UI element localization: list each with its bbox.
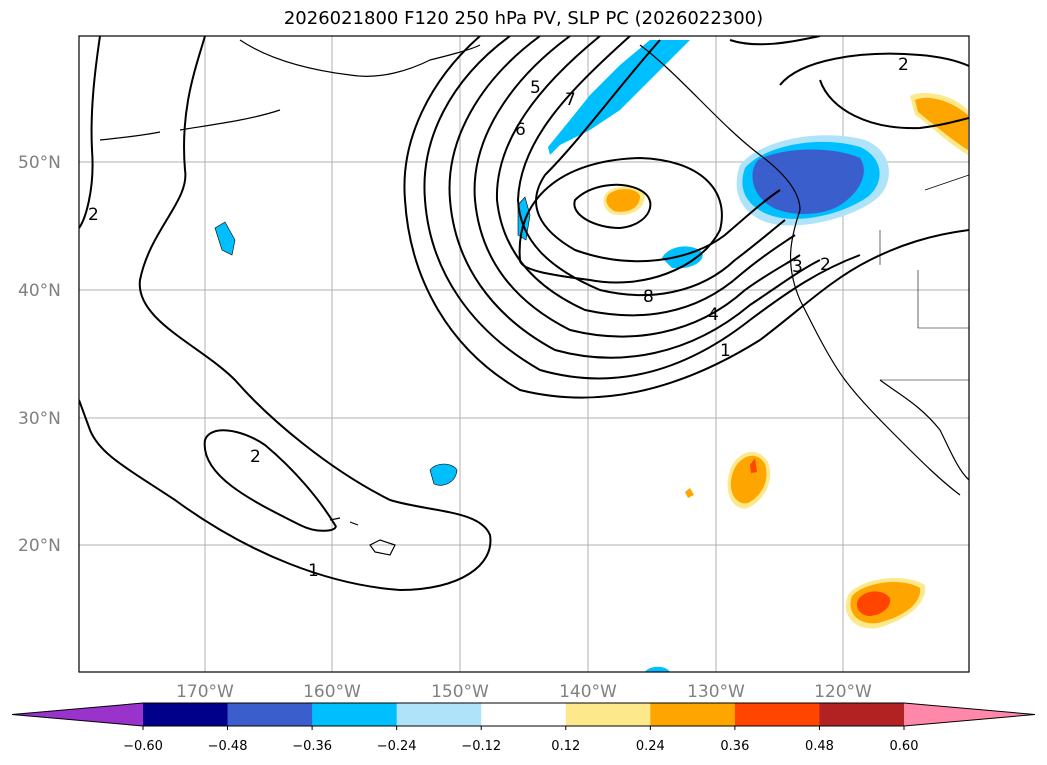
pv-area-pnw-dark [752, 149, 864, 215]
colorbar-segment [396, 703, 482, 726]
aleutian-far-west [99, 131, 161, 141]
aleutian-west [179, 109, 281, 131]
colorbar-segment [312, 703, 398, 726]
lon-label: 120°W [814, 682, 872, 702]
contour-upper-right [729, 36, 821, 46]
lon-label: 170°W [176, 682, 234, 702]
contour-5-low [495, 36, 796, 317]
map-title: 2026021800 F120 250 hPa PV, SLP PC (2026… [283, 8, 764, 29]
contour-2-low [423, 36, 861, 380]
contour-2-northeast-bottom [819, 79, 969, 130]
contour-3-low [448, 36, 821, 359]
colorbar: −0.60 −0.48 −0.36 −0.24 −0.12 0.12 0.24 0.36 0.4… [11, 702, 1036, 754]
contour-label: 2 [898, 55, 909, 75]
contour-labels: 2 2 1 5 7 6 8 4 3 2 1 2 [88, 55, 909, 581]
lat-label: 20°N [18, 536, 61, 556]
colorbar-segment [143, 703, 229, 726]
pv-area-hawaii-north [429, 463, 458, 486]
coastlines [99, 39, 969, 556]
lat-label: 40°N [18, 281, 61, 301]
map-content [79, 36, 969, 672]
colorbar-segment [481, 703, 567, 726]
colorbar-tick-label: 0.24 [636, 739, 665, 754]
contour-label: 2 [820, 255, 831, 275]
slp-contours [79, 36, 969, 592]
lat-label: 30°N [18, 409, 61, 429]
lon-label: 150°W [431, 682, 489, 702]
contour-1-low [403, 36, 969, 399]
longitude-labels: 170°W 160°W 150°W 140°W 130°W 120°W [176, 682, 872, 702]
colorbar-segment [819, 703, 905, 726]
pv-area-south-central [730, 455, 767, 504]
lon-label: 140°W [559, 682, 617, 702]
alaska-bc-coast [639, 44, 801, 211]
colorbar-tick-label: −0.60 [123, 739, 163, 754]
colorbar-tick-label: 0.48 [805, 739, 834, 754]
contour-7-low [535, 39, 781, 263]
colorbar-extend-low [12, 703, 143, 726]
graticule [79, 36, 969, 672]
us-state-borders [879, 230, 969, 329]
colorbar-tick-label: 0.12 [551, 739, 580, 754]
us-canada-border [924, 174, 969, 191]
colorbar-segment [227, 703, 313, 726]
contour-label: 2 [88, 205, 99, 225]
hawaii-chain [329, 517, 359, 526]
contour-label: 6 [515, 120, 526, 140]
latitude-labels: 50°N 40°N 30°N 20°N [18, 153, 61, 556]
colorbar-tick-label: 0.36 [720, 739, 749, 754]
contour-label: 4 [708, 305, 719, 325]
pv-positive-anomalies [603, 92, 968, 629]
map-frame [78, 35, 970, 673]
lon-label: 160°W [303, 682, 361, 702]
lon-label: 130°W [687, 682, 745, 702]
contour-2-west [79, 36, 101, 229]
colorbar-tick-label: 0.60 [890, 739, 919, 754]
contour-label: 2 [250, 447, 261, 467]
contour-label: 8 [643, 287, 654, 307]
colorbar-extend-high [904, 703, 1035, 726]
contour-label: 7 [565, 90, 576, 110]
baja-coast [879, 379, 969, 481]
pv-area-west-small [214, 221, 236, 256]
contour-2-hawaii [203, 429, 337, 532]
pv-area-south-central-core [750, 458, 757, 473]
pv-area-gulf-alaska [548, 40, 690, 155]
contour-label: 5 [530, 78, 541, 98]
colorbar-segment [565, 703, 651, 726]
pv-area-south-edge [645, 666, 670, 672]
contour-6-low [516, 36, 786, 297]
contour-label: 1 [720, 341, 731, 361]
pv-area-central-pos [606, 189, 640, 212]
colorbar-segment [734, 703, 820, 726]
contour-label: 1 [308, 561, 319, 581]
pv-area-southeast-core [856, 591, 891, 616]
contour-8-low [518, 156, 723, 284]
aleutian-chain [239, 39, 481, 77]
contour-4-low [473, 36, 801, 338]
pv-area-tiny [685, 488, 694, 498]
colorbar-segment [650, 703, 736, 726]
contour-9-low [573, 183, 652, 230]
hawaii-islands [369, 539, 396, 556]
pv-negative-anomalies [214, 40, 889, 672]
contour-2-northeast-top [779, 52, 969, 86]
contour-1-outer [79, 36, 492, 592]
lat-label: 50°N [18, 153, 61, 173]
colorbar-tick-label: −0.24 [377, 739, 417, 754]
us-west-coast [790, 209, 961, 496]
contour-label: 3 [792, 257, 803, 277]
colorbar-tick-label: −0.48 [208, 739, 248, 754]
colorbar-tick-label: −0.36 [292, 739, 332, 754]
colorbar-tick-label: −0.12 [461, 739, 501, 754]
